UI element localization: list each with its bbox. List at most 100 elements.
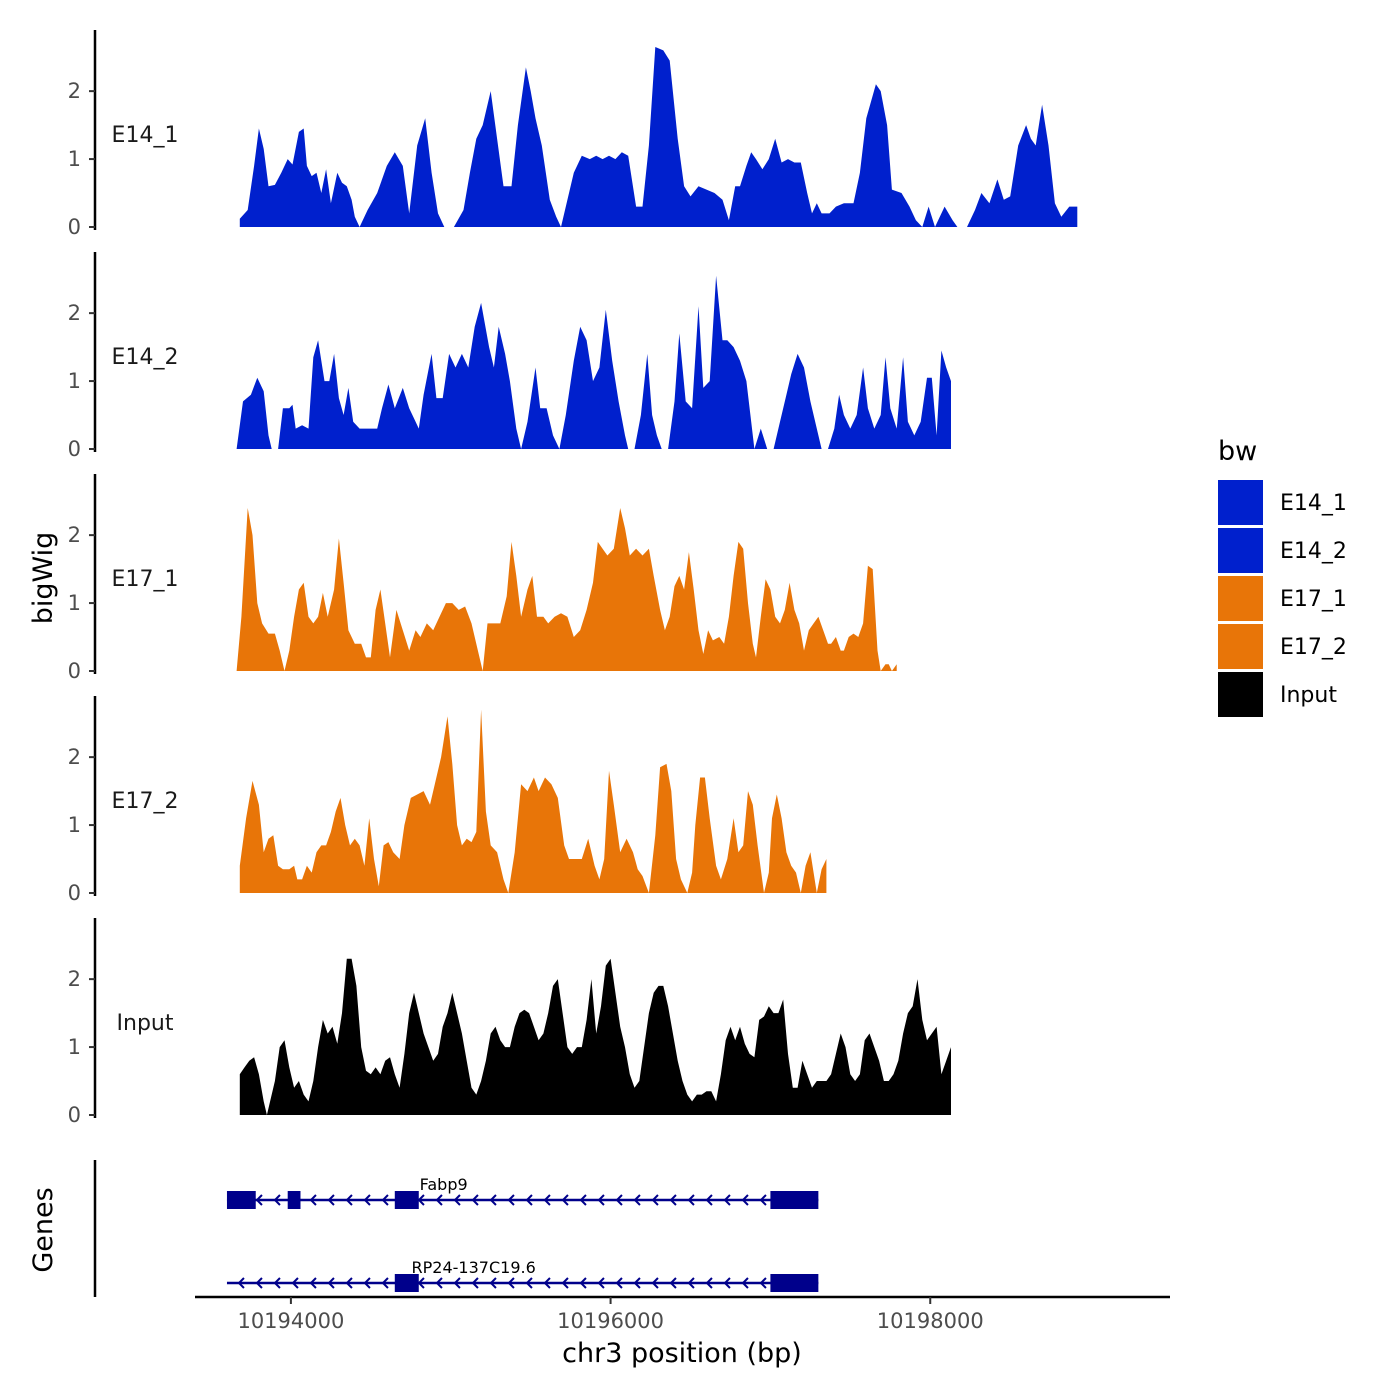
legend: bw E14_1 E14_2 E17_1 E17_2 Input: [1218, 436, 1347, 717]
strand-arrow: [417, 1277, 425, 1289]
strand-arrow: [687, 1277, 695, 1289]
strand-arrow: [561, 1277, 569, 1289]
strand-arrow: [327, 1277, 335, 1289]
strand-arrow: [543, 1194, 551, 1206]
strand-arrow: [255, 1194, 263, 1206]
strand-arrow: [363, 1277, 371, 1289]
coverage-area-E14_2: [236, 275, 952, 449]
strand-arrow: [543, 1277, 551, 1289]
track-label: E14_1: [112, 123, 179, 148]
strand-arrow: [705, 1277, 713, 1289]
x-axis-title: chr3 position (bp): [562, 1338, 802, 1369]
strand-arrow: [741, 1194, 749, 1206]
strand-arrow: [723, 1194, 731, 1206]
y-tick-label: 0: [68, 437, 81, 461]
strand-arrow: [255, 1277, 263, 1289]
strand-arrow: [669, 1194, 677, 1206]
strand-arrow: [309, 1194, 317, 1206]
strand-arrow: [345, 1277, 353, 1289]
track-E14_1: 0 1 2 E14_1: [68, 30, 1078, 239]
y-tick-label: 2: [68, 967, 81, 991]
y-tick-label: 1: [68, 813, 81, 837]
strand-arrow: [309, 1277, 317, 1289]
strand-arrow: [435, 1194, 443, 1206]
exon-block: [287, 1191, 301, 1209]
strand-arrow: [417, 1194, 425, 1206]
strand-arrow: [597, 1194, 605, 1206]
strand-arrow: [273, 1277, 281, 1289]
strand-arrow: [327, 1194, 335, 1206]
strand-arrow: [273, 1194, 281, 1206]
strand-arrow: [741, 1277, 749, 1289]
legend-label-E17_2: E17_2: [1280, 635, 1347, 660]
y-tick-label: 1: [68, 1035, 81, 1059]
strand-arrow: [651, 1194, 659, 1206]
track-E14_2: 0 1 2 E14_2: [68, 252, 952, 461]
track-E17_1: 0 1 2 E17_1: [68, 474, 897, 683]
strand-arrow: [525, 1277, 533, 1289]
y-tick-label: 0: [68, 881, 81, 905]
exon-block: [770, 1274, 819, 1292]
gene-RP24-137C19.6: RP24-137C19.6: [226, 1258, 819, 1292]
track-label: E17_2: [112, 789, 179, 814]
strand-arrow: [507, 1194, 515, 1206]
strand-arrow: [507, 1277, 515, 1289]
strand-arrow: [435, 1277, 443, 1289]
strand-arrow: [525, 1194, 533, 1206]
x-tick-label: 10194000: [237, 1309, 344, 1333]
strand-arrow: [363, 1194, 371, 1206]
legend-swatch-E14_1: [1218, 480, 1263, 525]
y-tick-label: 0: [68, 659, 81, 683]
strand-arrow: [381, 1194, 389, 1206]
legend-label-E14_2: E14_2: [1280, 539, 1347, 564]
legend-swatch-E17_2: [1218, 624, 1263, 669]
strand-arrow: [345, 1194, 353, 1206]
coverage-area-E17_2: [239, 709, 827, 893]
gene-Fabp9: Fabp9: [226, 1175, 819, 1209]
legend-label-E17_1: E17_1: [1280, 587, 1347, 612]
x-tick-label: 10198000: [877, 1309, 984, 1333]
legend-swatch-E14_2: [1218, 528, 1263, 573]
strand-arrow: [633, 1277, 641, 1289]
track-E17_2: 0 1 2 E17_2: [68, 696, 827, 905]
bigwig-tracks: 0 1 2 E14_1 0 1 2 E14_2 0 1 2 E17_1 0 1 2 E17_2 0 1 2 Input: [68, 30, 1078, 1127]
y-axis-title: bigWig: [28, 532, 59, 625]
y-tick-label: 0: [68, 215, 81, 239]
strand-arrow: [471, 1194, 479, 1206]
strand-arrow: [669, 1277, 677, 1289]
strand-arrow: [759, 1277, 767, 1289]
y-tick-label: 1: [68, 591, 81, 615]
strand-arrow: [489, 1194, 497, 1206]
strand-arrow: [705, 1194, 713, 1206]
legend-label-Input: Input: [1280, 683, 1337, 708]
strand-arrow: [489, 1277, 497, 1289]
coverage-area-Input: [239, 958, 952, 1115]
legend-swatch-Input: [1218, 672, 1263, 717]
strand-arrow: [615, 1194, 623, 1206]
exon-block: [770, 1191, 819, 1209]
legend-swatch-E17_1: [1218, 576, 1263, 621]
y-tick-label: 1: [68, 147, 81, 171]
strand-arrow: [381, 1277, 389, 1289]
strand-arrow: [561, 1194, 569, 1206]
legend-title: bw: [1218, 436, 1257, 467]
y-tick-label: 1: [68, 369, 81, 393]
exon-block: [394, 1274, 419, 1292]
track-Input: 0 1 2 Input: [68, 918, 952, 1127]
strand-arrow: [633, 1194, 641, 1206]
strand-arrow: [759, 1194, 767, 1206]
gene-name-label: RP24-137C19.6: [412, 1258, 536, 1277]
strand-arrow: [453, 1194, 461, 1206]
y-tick-label: 2: [68, 745, 81, 769]
y-tick-label: 0: [68, 1103, 81, 1127]
strand-arrow: [687, 1194, 695, 1206]
gene-name-label: Fabp9: [420, 1175, 468, 1194]
x-axis: 10194000 10196000 10198000: [195, 1295, 1170, 1333]
exon-block: [226, 1191, 256, 1209]
strand-arrow: [453, 1277, 461, 1289]
genes-panel: Fabp9 RP24-137C19.6: [93, 1160, 819, 1297]
exon-block: [394, 1191, 419, 1209]
x-tick-label: 10196000: [557, 1309, 664, 1333]
strand-arrow: [651, 1277, 659, 1289]
